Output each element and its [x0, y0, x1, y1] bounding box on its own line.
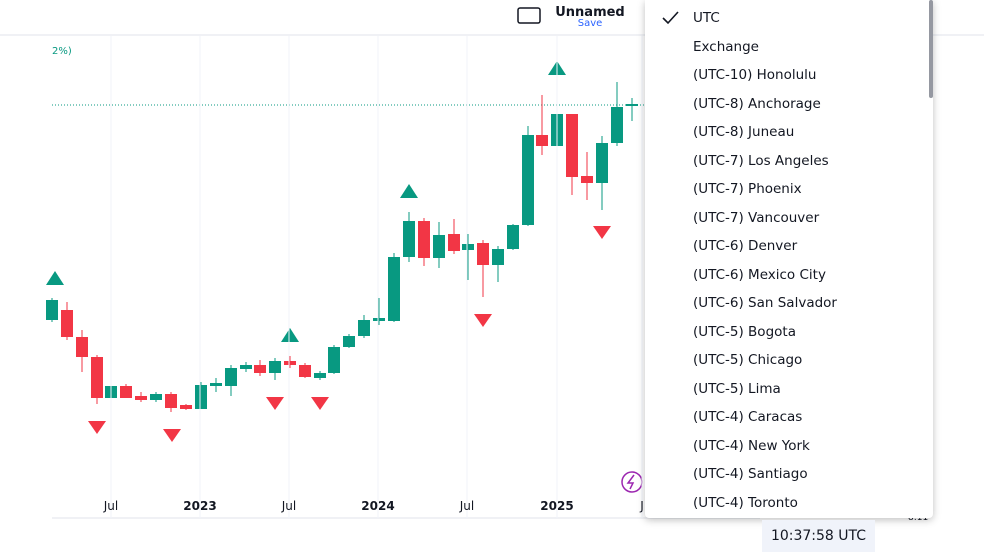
candle-body	[433, 235, 445, 258]
replay-icon[interactable]	[621, 471, 643, 493]
signal-up	[46, 271, 64, 285]
check-mark	[662, 11, 679, 25]
candle-body	[581, 176, 593, 183]
timezone-option[interactable]: (UTC-7) Phoenix	[693, 181, 802, 197]
timezone-option[interactable]: (UTC-8) Anchorage	[693, 95, 821, 112]
time-axis-label: 2024	[361, 499, 394, 513]
timezone-menu: UTC Exchange (UTC-10) Honolulu (UTC-8) Anch…	[645, 0, 933, 518]
save-link[interactable]: Save	[578, 18, 603, 29]
candle-body	[328, 347, 340, 373]
candle-body	[225, 368, 237, 386]
signal-down	[311, 397, 329, 410]
candle-body	[210, 383, 222, 386]
timezone-option[interactable]: (UTC-5) Bogota	[693, 323, 796, 340]
signal-down	[163, 429, 181, 442]
candle-body	[120, 386, 132, 398]
candle-body	[388, 257, 400, 321]
candle-body	[358, 320, 370, 336]
timezone-option[interactable]: (UTC-7) Vancouver	[693, 209, 820, 226]
candle-body	[477, 243, 489, 265]
signal-up	[281, 328, 299, 342]
candle-body	[76, 337, 88, 357]
candle-body	[284, 361, 296, 365]
timezone-option[interactable]: (UTC-4) Santiago	[693, 466, 808, 482]
timezone-option[interactable]: (UTC-4) New York	[693, 437, 810, 454]
candle-body	[566, 114, 578, 177]
candle-body	[254, 365, 266, 373]
timezone-option[interactable]: (UTC-6) San Salvador	[693, 295, 837, 311]
candle-body	[403, 221, 415, 257]
candle-body	[195, 385, 207, 409]
candle-body	[269, 361, 281, 373]
candle-body	[626, 104, 638, 106]
time-axis-label: Jul	[459, 499, 474, 513]
timezone-option[interactable]: (UTC-8) Juneau	[693, 124, 795, 140]
candle-body	[150, 394, 162, 400]
candle-body	[462, 244, 474, 250]
signal-down	[474, 314, 492, 327]
time-axis-label: Jul	[281, 499, 296, 513]
candle-body	[91, 357, 103, 398]
time-axis-label: 2025	[540, 499, 573, 513]
timezone-option[interactable]: (UTC-7) Los Angeles	[693, 152, 829, 169]
signal-down	[593, 226, 611, 239]
candle-body	[165, 394, 177, 408]
timezone-option[interactable]: (UTC-10) Honolulu	[693, 67, 817, 83]
timezone-option[interactable]: (UTC-5) Lima	[693, 380, 781, 397]
signal-down	[88, 421, 106, 434]
time-axis-label: J	[639, 499, 644, 513]
timezone-option[interactable]: (UTC-6) Denver	[693, 238, 798, 254]
candle-body	[418, 221, 430, 258]
candle-body	[448, 234, 460, 251]
timezone-option[interactable]: (UTC-6) Mexico City	[693, 266, 826, 283]
timezone-option[interactable]: (UTC-4) Toronto	[693, 494, 798, 511]
candle-body	[180, 405, 192, 409]
candle-body	[61, 310, 73, 337]
candle-body	[343, 336, 355, 347]
time-axis-label: 2023	[183, 499, 216, 513]
candle-body	[536, 135, 548, 146]
layout-icon[interactable]	[517, 7, 541, 24]
candle-body	[299, 365, 311, 377]
timezone-option[interactable]: UTC	[693, 10, 720, 26]
candle-body	[240, 365, 252, 369]
legend-fragment: 2%)	[52, 46, 72, 57]
scrollbar[interactable]	[929, 0, 933, 98]
timezone-option[interactable]: (UTC-4) Caracas	[693, 409, 803, 425]
replay-bolt	[626, 474, 635, 490]
candle-body	[373, 318, 385, 321]
candle-body	[135, 396, 147, 400]
timezone-option[interactable]: Exchange	[693, 38, 759, 55]
layout-name[interactable]: Unnamed	[555, 5, 625, 20]
signal-down	[266, 397, 284, 410]
timezone-option[interactable]: (UTC-5) Chicago	[693, 352, 803, 368]
candle-body	[596, 143, 608, 183]
right-fragment: 8:11	[908, 513, 928, 523]
candle-body	[507, 225, 519, 249]
candle-body	[314, 373, 326, 378]
check-icon	[662, 11, 679, 25]
time-axis-label: Jul	[103, 499, 118, 513]
candle-body	[522, 135, 534, 225]
candle-body	[492, 249, 504, 265]
candle-body	[611, 107, 623, 143]
candle-body	[46, 300, 58, 320]
signal-up	[400, 184, 418, 198]
clock[interactable]: 10:37:58 UTC	[762, 520, 875, 552]
